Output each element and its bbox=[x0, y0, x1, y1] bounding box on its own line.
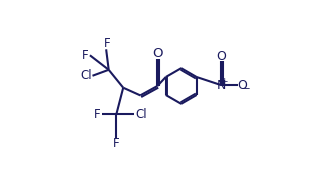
Text: F: F bbox=[94, 108, 100, 121]
Text: Cl: Cl bbox=[135, 108, 147, 121]
Text: O: O bbox=[216, 50, 226, 63]
Text: +: + bbox=[220, 77, 228, 86]
Text: Cl: Cl bbox=[81, 69, 92, 82]
Text: O: O bbox=[237, 79, 247, 92]
Text: F: F bbox=[104, 37, 110, 50]
Text: O: O bbox=[152, 47, 163, 60]
Text: F: F bbox=[82, 49, 88, 62]
Text: F: F bbox=[113, 137, 120, 150]
Text: N: N bbox=[217, 79, 226, 92]
Text: −: − bbox=[242, 84, 250, 94]
